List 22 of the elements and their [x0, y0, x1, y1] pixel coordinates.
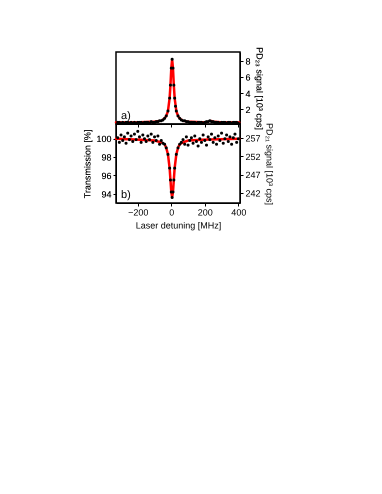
- y-tick-label: 100: [96, 134, 112, 144]
- x-axis-title: Laser detuning [MHz]: [136, 220, 222, 230]
- y-tick-label: 2: [246, 104, 251, 115]
- y2-tick-label: 242: [246, 188, 261, 198]
- y-axis-title: Transmission [%]: [82, 130, 92, 198]
- y-tick-label: 98: [101, 152, 112, 163]
- x-tick-label: 200: [198, 208, 213, 218]
- y2-tick-label: 257: [246, 134, 261, 144]
- y-tick-label: 4: [246, 88, 251, 99]
- x-tick-label: 0: [169, 208, 174, 218]
- annotation: a): [121, 110, 131, 122]
- y-tick-label: 96: [101, 170, 112, 181]
- y-tick-label: 8: [246, 56, 251, 66]
- x-tick-label: −200: [128, 208, 148, 218]
- y-tick-label: 6: [246, 72, 251, 83]
- y2-axis-title: PD₂₁ signal [10³ cps]: [264, 122, 275, 206]
- x-tick-label: 400: [231, 208, 246, 218]
- annotation: b): [121, 189, 131, 201]
- y-axis-title: PD₂₃ signal [10³ cps]: [254, 47, 265, 130]
- y2-tick-label: 247: [246, 170, 261, 180]
- y-tick-label: 94: [101, 189, 112, 200]
- y2-tick-label: 252: [246, 152, 261, 162]
